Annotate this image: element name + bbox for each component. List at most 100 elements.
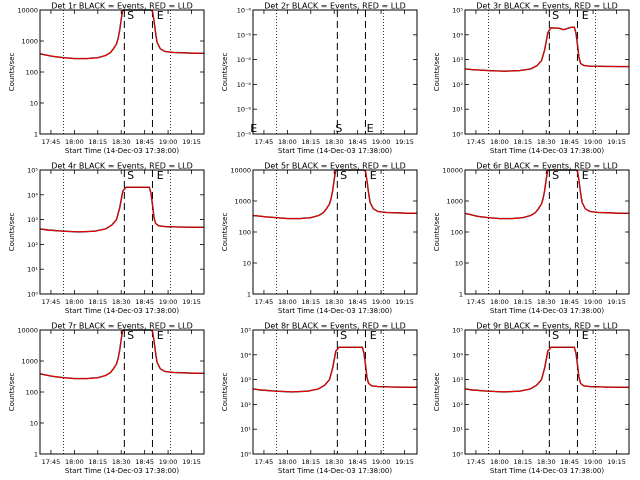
y-tick-label: 10³ (452, 376, 463, 384)
x-tick-label: 18:00 (65, 138, 84, 146)
x-tick-label: 17:45 (255, 298, 274, 306)
y-tick-label: 10⁻⁶ (237, 56, 252, 64)
marker-e: E (582, 169, 589, 182)
panel-title: Det 2r BLACK = Events, RED = LLD (264, 2, 406, 11)
y-tick-label: 10⁻⁶ (237, 81, 252, 89)
y-tick-label: 1000 (21, 38, 38, 46)
lld-series (464, 169, 629, 220)
y-tick-label: 10⁵ (452, 7, 463, 15)
y-tick-label: 10000 (230, 167, 251, 175)
marker-e: E (157, 9, 164, 22)
x-tick-label: 19:15 (182, 298, 201, 306)
x-tick-label: 19:00 (159, 298, 178, 306)
panel-det-7: S E 17:45 18:00 18:15 18:30 18:45 19:00 19:15 1 10… (8, 322, 205, 475)
y-axis-label: Counts/sec (8, 373, 16, 412)
y-axis-label: Counts/sec (221, 213, 229, 252)
x-tick-label: 19:00 (372, 458, 391, 466)
x-tick-label: 19:00 (159, 458, 178, 466)
plot-frame (39, 329, 205, 455)
x-tick-label: 18:45 (135, 458, 154, 466)
lld-series (252, 169, 417, 220)
x-tick-label: 18:15 (513, 298, 532, 306)
x-tick-label: 18:15 (513, 458, 532, 466)
marker-e: E (370, 169, 377, 182)
y-axis-label: Counts/sec (433, 53, 441, 92)
y-tick-label: 10⁻⁶ (237, 31, 252, 39)
x-tick-label: 18:00 (490, 138, 509, 146)
y-tick-label: 10³ (452, 56, 463, 64)
y-tick-label: 10¹ (27, 266, 38, 274)
y-tick-label: 10 (243, 260, 251, 268)
x-tick-label: 18:15 (88, 298, 107, 306)
y-tick-label: 10⁵ (240, 327, 251, 335)
y-tick-label: 10⁴ (452, 351, 463, 359)
lld-series (39, 9, 204, 60)
y-tick-label: 1 (459, 291, 463, 299)
x-tick-label: 18:45 (348, 138, 367, 146)
lld-series (39, 329, 204, 380)
x-axis-label: Start Time (14-Dec-03 17:38:00) (278, 467, 392, 475)
y-tick-label: 1000 (21, 358, 38, 366)
lld-series (252, 346, 417, 393)
x-tick-label: 18:15 (301, 458, 320, 466)
y-tick-label: 10 (455, 260, 463, 268)
y-tick-label: 10¹ (452, 106, 463, 114)
x-tick-label: 17:45 (467, 298, 486, 306)
lld-series (464, 26, 629, 72)
marker-e: E (582, 9, 589, 22)
x-tick-label: 19:00 (584, 138, 603, 146)
x-axis-label: Start Time (14-Dec-03 17:38:00) (490, 467, 604, 475)
panel-title: Det 9r BLACK = Events, RED = LLD (476, 322, 618, 331)
y-tick-label: 10⁻⁶ (237, 131, 252, 139)
y-tick-label: 10⁴ (27, 191, 38, 199)
x-tick-label: 17:45 (255, 458, 274, 466)
x-tick-label: 18:15 (301, 138, 320, 146)
y-tick-label: 10⁰ (27, 291, 38, 299)
marker-s: S (552, 9, 559, 22)
x-tick-label: 19:15 (395, 138, 414, 146)
y-tick-label: 10⁴ (240, 351, 251, 359)
x-tick-label: 17:45 (467, 138, 486, 146)
x-tick-label: 18:00 (490, 298, 509, 306)
x-tick-label: 18:00 (278, 138, 297, 146)
y-tick-label: 10² (452, 401, 463, 409)
y-tick-label: 10³ (240, 376, 251, 384)
x-axis-label: Start Time (14-Dec-03 17:38:00) (278, 307, 392, 315)
x-tick-label: 18:45 (560, 298, 579, 306)
x-axis-label: Start Time (14-Dec-03 17:38:00) (65, 467, 179, 475)
x-tick-label: 18:00 (278, 458, 297, 466)
x-tick-label: 19:15 (395, 458, 414, 466)
y-axis-label: Counts/sec (8, 53, 16, 92)
events-series (464, 26, 629, 72)
marker-e: E (157, 169, 164, 182)
panel-det-6: S E 17:45 18:00 18:15 18:30 18:45 19:00 19:15 1 10… (433, 162, 630, 315)
x-tick-label: 18:00 (278, 298, 297, 306)
x-tick-label: 19:15 (607, 458, 626, 466)
panel-det-1: S E 17:45 18:00 18:15 18:30 18:45 19:00 19:15 1 10… (8, 2, 205, 155)
marker-s: S (127, 9, 134, 22)
marker-s: S (552, 169, 559, 182)
x-tick-label: 19:00 (584, 458, 603, 466)
plot-frame (39, 169, 205, 295)
x-tick-label: 18:15 (88, 138, 107, 146)
x-axis-label: Start Time (14-Dec-03 17:38:00) (65, 307, 179, 315)
panel-det-2: S E E 17:45 18:00 18:15 18:30 18:45 19:00 19:15 10… (221, 2, 418, 155)
marker-e: E (367, 122, 374, 135)
y-tick-label: 10¹ (452, 426, 463, 434)
marker-s: S (335, 122, 342, 135)
x-tick-label: 18:45 (348, 458, 367, 466)
marker-e: E (582, 329, 589, 342)
x-tick-label: 18:45 (560, 138, 579, 146)
x-axis-label: Start Time (14-Dec-03 17:38:00) (278, 147, 392, 155)
y-tick-label: 10⁰ (452, 131, 463, 139)
y-tick-label: 100 (26, 69, 38, 77)
plot-frame (39, 9, 205, 135)
x-tick-label: 19:00 (159, 138, 178, 146)
x-tick-label: 19:15 (607, 298, 626, 306)
y-tick-label: 100 (239, 229, 251, 237)
panel-title: Det 4r BLACK = Events, RED = LLD (51, 162, 193, 171)
x-tick-label: 18:30 (112, 138, 131, 146)
x-tick-label: 17:45 (255, 138, 274, 146)
x-axis-label: Start Time (14-Dec-03 17:38:00) (65, 147, 179, 155)
